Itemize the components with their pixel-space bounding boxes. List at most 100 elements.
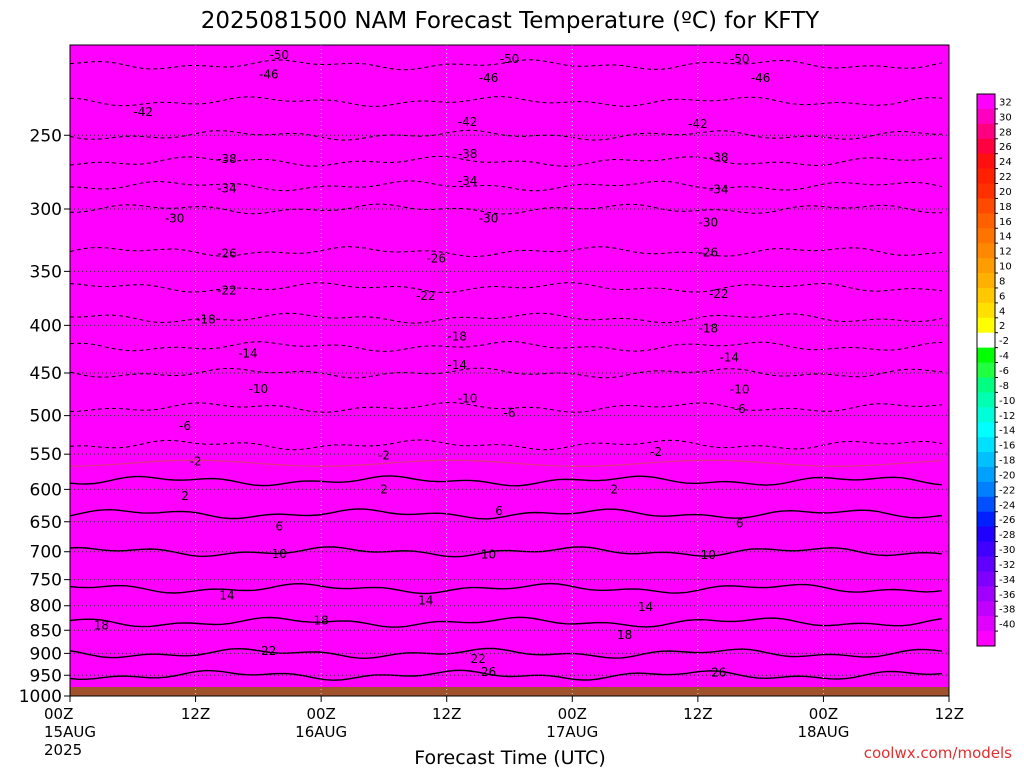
contour-label: -50 xyxy=(500,52,520,66)
colorbar-swatch xyxy=(977,362,995,378)
colorbar-label: 10 xyxy=(999,262,1012,273)
y-tick-label: 900 xyxy=(30,644,62,664)
colorbar-swatch xyxy=(977,526,995,543)
contour-label: -30 xyxy=(479,211,499,225)
colorbar-label: -14 xyxy=(999,426,1015,437)
contour-label: -22 xyxy=(416,289,436,303)
contour-label: -34 xyxy=(709,183,729,197)
colorbar-swatch xyxy=(977,631,995,647)
colorbar-label: -26 xyxy=(999,515,1015,526)
x-tick-label: 15AUG xyxy=(44,723,96,741)
colorbar-swatch xyxy=(977,422,995,438)
colorbar-label: -36 xyxy=(999,590,1015,601)
colorbar-swatch xyxy=(977,601,995,617)
y-axis: 250 300 350 400 450 500 550 600 650 700 750 800 850 9… xyxy=(19,126,70,707)
colorbar-swatch xyxy=(977,496,995,513)
colorbar-swatch xyxy=(977,287,995,304)
contour-label: 18 xyxy=(314,614,329,628)
isotherm-line xyxy=(70,129,942,141)
contour-labels: -50 -50 -50-46 -46 -46-42-42 -42-38 -38 -38-34-… xyxy=(94,48,771,679)
colorbar-swatch xyxy=(977,183,995,199)
x-tick-label: 12Z xyxy=(935,705,964,723)
ground-surface xyxy=(70,687,949,696)
colorbar-swatch xyxy=(977,123,995,140)
y-tick-label: 400 xyxy=(30,316,62,336)
credit-text: coolwx.com/models xyxy=(864,744,1012,762)
contour-label: 26 xyxy=(481,665,496,679)
contour-label: 22 xyxy=(261,644,276,658)
colorbar-label: -32 xyxy=(999,560,1015,571)
colorbar-swatch xyxy=(977,213,995,229)
contour-label: -22 xyxy=(709,287,729,301)
contour-label: 2 xyxy=(181,489,189,503)
colorbar-label: 14 xyxy=(999,232,1012,243)
isotherm-line xyxy=(70,312,943,324)
x-tick-label: 12Z xyxy=(432,705,461,723)
colorbar-label: -12 xyxy=(999,411,1015,422)
y-tick-label: 800 xyxy=(30,597,62,617)
contour-label: -50 xyxy=(730,52,750,66)
colorbar-swatch xyxy=(977,616,995,632)
contour-label: -42 xyxy=(133,105,153,119)
colorbar-label: -24 xyxy=(999,500,1015,511)
contour-label: -6 xyxy=(179,419,191,433)
colorbar-swatch xyxy=(977,437,995,453)
contour-label: -34 xyxy=(217,181,237,195)
contour-label: -38 xyxy=(709,150,729,164)
contour-label: -6 xyxy=(734,402,746,416)
colorbar-swatch xyxy=(977,407,995,423)
chart-title: 2025081500 NAM Forecast Temperature (ºC)… xyxy=(201,8,820,34)
y-tick-label: 450 xyxy=(30,364,62,384)
colorbar-swatch xyxy=(977,481,995,498)
contour-label: 14 xyxy=(638,600,653,614)
grid-lines xyxy=(70,45,950,697)
contour-label: 14 xyxy=(219,589,234,603)
contour-label: 2 xyxy=(610,482,618,496)
contour-label: -2 xyxy=(190,454,202,468)
colorbar-label: -30 xyxy=(999,545,1015,556)
colorbar-swatch xyxy=(977,452,995,468)
colorbar-label: 6 xyxy=(999,291,1005,302)
contour-label: -30 xyxy=(165,211,185,225)
colorbar-label: 2 xyxy=(999,321,1005,332)
temperature-field xyxy=(70,45,949,696)
x-tick-label: 00Z xyxy=(809,705,838,723)
contour-label: -18 xyxy=(699,321,719,335)
contour-label: -18 xyxy=(447,329,467,343)
plot-area: -50 -50 -50-46 -46 -46-42-42 -42-38 -38 -38-34-… xyxy=(69,44,950,697)
isotherm-line xyxy=(70,439,943,451)
x-tick-label: 16AUG xyxy=(295,723,347,741)
y-tick-label: 650 xyxy=(30,513,62,533)
colorbar-swatch xyxy=(977,168,995,185)
contour-label: -10 xyxy=(730,383,750,397)
contour-label: -2 xyxy=(378,449,390,463)
isotherm-line xyxy=(70,59,943,71)
colorbar-label: -34 xyxy=(999,575,1015,586)
colorbar-swatch xyxy=(977,571,995,587)
colorbar-swatch xyxy=(977,347,995,364)
colorbar-label: 18 xyxy=(999,202,1012,213)
colorbar-swatch xyxy=(977,228,995,244)
colorbar-swatch xyxy=(977,153,995,170)
colorbar-label: -2 xyxy=(999,336,1009,347)
colorbar-label: 30 xyxy=(999,112,1012,123)
colorbar-label: -10 xyxy=(999,396,1015,407)
colorbar-swatch xyxy=(977,273,995,289)
contour-label: 14 xyxy=(418,594,433,608)
colorbar-label: 26 xyxy=(999,142,1012,153)
contour-label: -22 xyxy=(217,284,237,298)
contour-label: -26 xyxy=(217,247,237,261)
colorbar-label: -38 xyxy=(999,605,1015,616)
contour-label: -46 xyxy=(479,71,499,85)
x-tick-label: 2025 xyxy=(44,741,82,759)
colorbar-label: 4 xyxy=(999,306,1005,317)
colorbar-swatch xyxy=(977,511,995,528)
isotherm-line xyxy=(70,475,943,487)
isotherm-line xyxy=(70,282,943,294)
colorbar-label: -40 xyxy=(999,620,1015,631)
colorbar-label: 8 xyxy=(999,276,1005,287)
isotherm-line xyxy=(70,155,943,167)
colorbar-label: -18 xyxy=(999,456,1015,467)
